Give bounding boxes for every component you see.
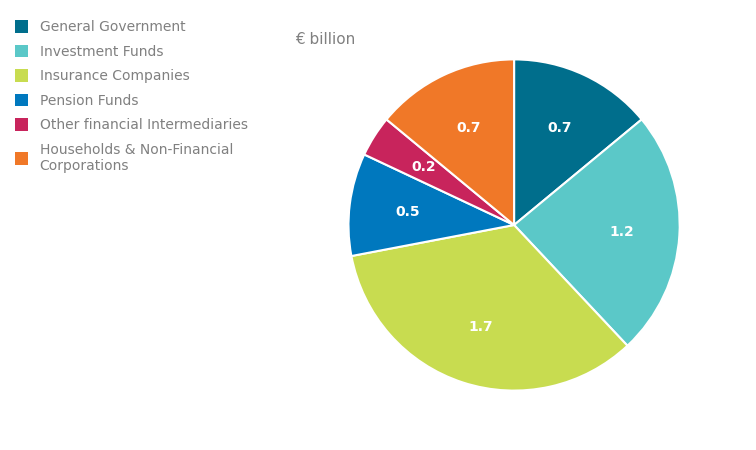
Text: 1.7: 1.7 <box>469 320 493 334</box>
Wedge shape <box>352 225 627 391</box>
Text: 1.2: 1.2 <box>609 225 634 239</box>
Legend: General Government, Investment Funds, Insurance Companies, Pension Funds, Other : General Government, Investment Funds, In… <box>14 20 247 173</box>
Wedge shape <box>386 59 514 225</box>
Text: 0.5: 0.5 <box>395 204 420 219</box>
Text: € billion: € billion <box>295 32 355 46</box>
Text: 0.7: 0.7 <box>547 121 572 135</box>
Wedge shape <box>514 119 680 346</box>
Text: 0.7: 0.7 <box>456 121 481 135</box>
Wedge shape <box>514 59 642 225</box>
Wedge shape <box>349 154 514 256</box>
Text: 0.2: 0.2 <box>411 160 435 174</box>
Wedge shape <box>364 119 514 225</box>
